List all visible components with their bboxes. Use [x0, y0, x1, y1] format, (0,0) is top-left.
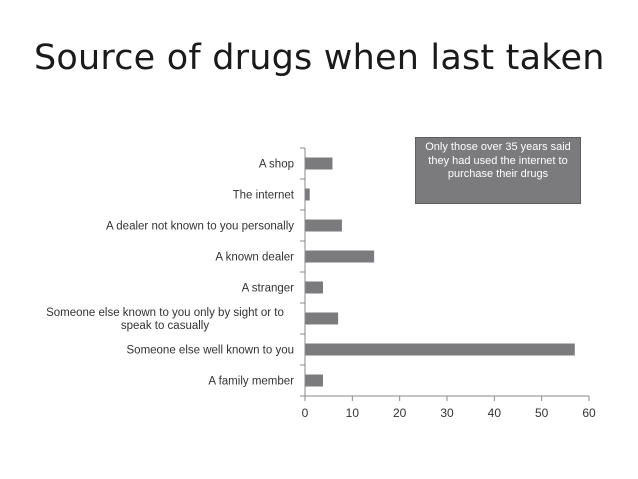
x-tick-label-0: 0 [302, 406, 309, 420]
annotation-callout: Only those over 35 years said they had u… [415, 137, 581, 204]
bar-3 [305, 250, 375, 263]
bar-6 [305, 343, 575, 356]
slide-title: Source of drugs when last taken [34, 38, 605, 78]
bar-5 [305, 312, 339, 325]
x-tick-label-4: 40 [488, 406, 502, 420]
bar-1 [305, 188, 310, 201]
x-tick-label-1: 10 [346, 406, 360, 420]
category-label-4: A stranger [242, 283, 295, 295]
x-tick-label-3: 30 [440, 406, 454, 420]
x-axis: 0 10 20 30 40 50 60 [300, 147, 596, 420]
category-label-2: A dealer not known to you personally [106, 221, 294, 233]
category-label-3: A known dealer [215, 252, 294, 264]
category-label-5: Someone else known to you only by sight … [46, 307, 284, 332]
bar-0 [305, 157, 333, 170]
x-tick-label-6: 60 [582, 406, 596, 420]
category-label-1: The internet [233, 190, 295, 202]
category-label-6: Someone else well known to you [127, 345, 295, 357]
category-label-7: A family member [208, 376, 294, 388]
bar-4 [305, 281, 323, 294]
bars-group [305, 157, 575, 387]
x-tick-label-5: 50 [535, 406, 549, 420]
bar-7 [305, 374, 323, 387]
bar-2 [305, 219, 342, 232]
x-tick-label-2: 20 [393, 406, 407, 420]
category-labels: A shop The internet A dealer not known to … [46, 159, 295, 388]
category-label-0: A shop [259, 159, 294, 171]
